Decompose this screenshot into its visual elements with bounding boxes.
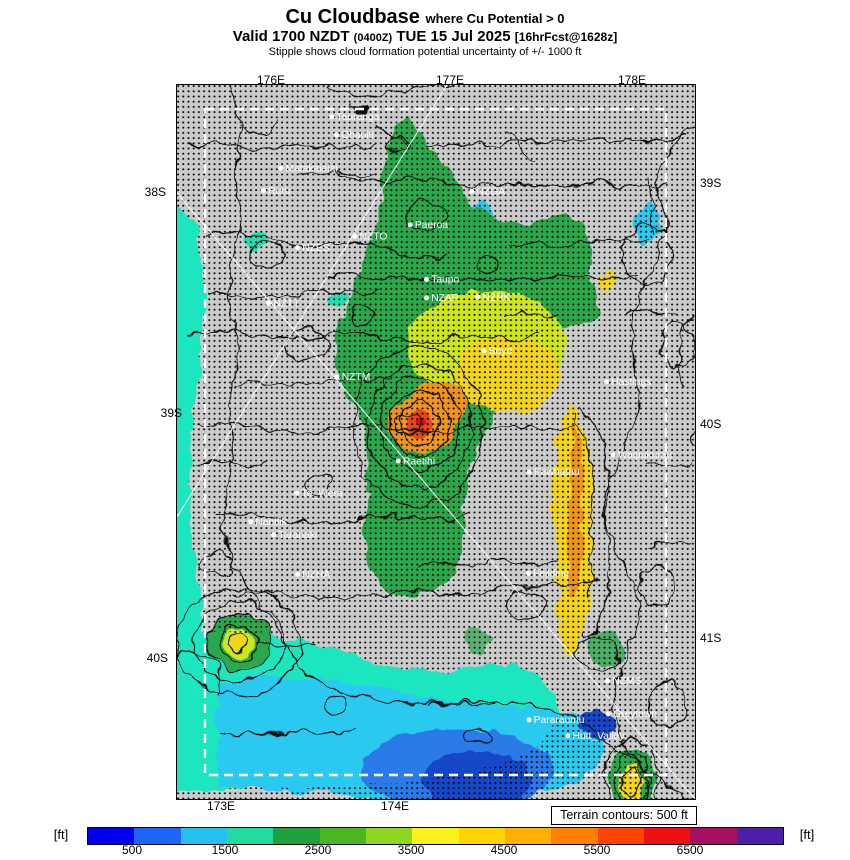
svg-text:NZTM: NZTM [342,372,371,383]
svg-text:Ruru: Ruru [268,186,291,197]
svg-text:Greytown: Greytown [613,709,657,720]
svg-text:Hastings: Hastings [611,377,651,388]
svg-text:NZRK: NZRK [483,292,511,303]
svg-text:Raetihi: Raetihi [403,456,435,467]
svg-text:Feilding: Feilding [533,569,569,580]
svg-text:Taupo: Taupo [431,275,459,286]
svg-text:NZTT: NZTT [273,299,300,310]
svg-text:NZTO: NZTO [360,232,388,243]
svg-text:Nantlik: Nantlik [255,517,287,528]
svg-text:Taranaki: Taranaki [278,530,317,541]
svg-text:Waipukurau: Waipukurau [618,450,673,461]
svg-text:Paeroa: Paeroa [415,220,448,231]
svg-text:NZMS: NZMS [612,676,641,687]
svg-text:Matakaiaiai: Matakaiaiai [286,164,338,175]
svg-text:NZES: NZES [302,243,330,254]
svg-text:NZGA: NZGA [477,187,506,198]
svg-text:Kawhatau: Kawhatau [534,467,580,478]
svg-text:Ohauiti: Ohauiti [341,130,374,141]
svg-text:Tauranga: Tauranga [337,112,380,123]
svg-text:Boyd: Boyd [489,346,513,357]
svg-text:Pararaumu: Pararaumu [534,715,585,726]
svg-text:Hutt_Valley: Hutt_Valley [573,731,626,742]
svg-text:NZAP: NZAP [431,293,459,304]
svg-text:NZHA: NZHA [302,570,330,581]
svg-text:Te_Wera: Te_Wera [302,488,343,499]
